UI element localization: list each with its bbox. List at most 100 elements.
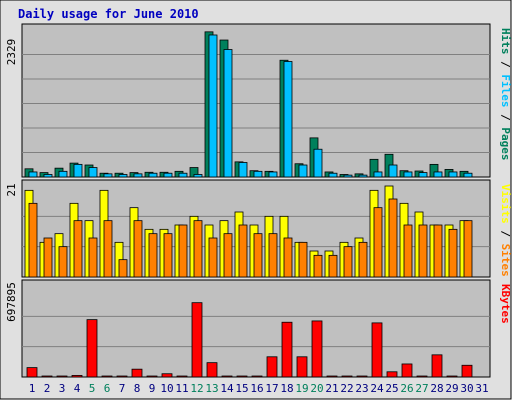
bar-files [223,49,233,178]
bar-files [328,172,338,178]
bar-kbytes [131,368,143,378]
bar-files [418,172,428,178]
bar-files [283,61,293,178]
bar-sites [343,246,353,278]
bar-kbytes [296,356,308,378]
legend-item-files: Files [499,74,512,107]
legend-separator: / [499,108,512,128]
x-tick-label: 11 [175,382,188,395]
bar-files [463,172,473,178]
bar-sites [88,237,98,278]
bar-files [178,172,188,178]
bar-sites [283,237,293,278]
bar-kbytes [446,375,458,378]
legend: KBytes [499,284,512,324]
x-tick-label: 3 [59,382,66,395]
bar-kbytes [56,375,68,378]
bar-sites [208,237,218,278]
x-tick-label: 23 [355,382,368,395]
legend: Hits / Files / Pages [499,28,512,161]
legend-item-hits: Hits [499,28,512,55]
bar-sites [103,220,113,278]
bar-sites [463,220,473,278]
bar-kbytes [206,362,218,378]
bar-files [253,170,263,178]
bar-sites [328,254,338,278]
x-tick-label: 5 [89,382,96,395]
legend-separator: / [499,55,512,75]
bar-sites [358,241,368,278]
x-tick-label: 28 [430,382,443,395]
bar-sites [193,220,203,278]
bar-files [28,171,38,178]
bar-kbytes [251,375,263,378]
x-tick-label: 26 [400,382,413,395]
x-tick-label: 1 [29,382,36,395]
chart-panels: 2329 Hits / Files / Pages 21 Visits / Sites… [5,23,512,378]
bar-sites [133,220,143,278]
legend: Visits / Sites [499,184,512,277]
bar-kbytes [416,375,428,378]
bar-files [118,174,128,178]
bar-sites [373,207,383,278]
bar-kbytes [326,375,338,378]
bar-sites [298,241,308,278]
bar-files [58,170,68,178]
y-max-label: 697895 [5,282,18,322]
bar-kbytes [386,371,398,378]
x-tick-label: 30 [460,382,473,395]
x-tick-label: 25 [385,382,398,395]
legend-item-pages: Pages [499,127,512,160]
x-tick-label: 12 [190,382,203,395]
bar-sites [223,233,233,278]
bar-sites [73,220,83,278]
bar-sites [253,233,263,278]
series-files [28,34,473,178]
bar-sites [118,259,128,278]
panel-hits: 2329 Hits / Files / Pages [5,23,512,178]
x-tick-label: 13 [205,382,218,395]
bar-kbytes [176,375,188,378]
bar-kbytes [356,375,368,378]
bar-files [388,164,398,178]
x-tick-label: 16 [250,382,263,395]
legend-separator: / [499,224,512,244]
y-max-label: 21 [5,183,18,196]
bar-sites [148,233,158,278]
x-tick-label: 19 [295,382,308,395]
bar-files [298,164,308,178]
bar-files [268,171,278,178]
bar-kbytes [26,367,38,378]
bar-kbytes [161,373,173,378]
bar-files [313,148,323,178]
bar-kbytes [116,375,128,378]
bar-files [133,173,143,178]
x-tick-label: 24 [370,382,384,395]
bar-kbytes [71,375,83,378]
bar-sites [268,233,278,278]
bar-sites [58,246,68,278]
x-tick-label: 10 [160,382,173,395]
x-tick-label: 20 [310,382,323,395]
x-tick-label: 4 [74,382,81,395]
x-tick-label: 9 [149,382,156,395]
legend-item-kbytes: KBytes [499,284,512,324]
legend-item-visits: Visits [499,184,512,224]
bar-kbytes [101,375,113,378]
legend-item-sites: Sites [499,244,512,277]
bar-sites [448,228,458,278]
bar-kbytes [41,375,53,378]
x-tick-label: 6 [104,382,111,395]
bar-kbytes [371,322,383,378]
bar-files [148,172,158,178]
bar-files [163,172,173,178]
bar-files [73,163,83,178]
bar-sites [433,224,443,278]
bar-files [88,167,98,178]
panel-kbytes: 697895 KBytes [5,279,512,378]
bar-files [433,171,443,178]
x-tick-label: 7 [119,382,126,395]
x-axis-labels: 1 2 3 4 5 6 7 8 9 10 11 12 13 14 15 16 17 18 19 20 21 22 23 24 2… [29,382,489,395]
